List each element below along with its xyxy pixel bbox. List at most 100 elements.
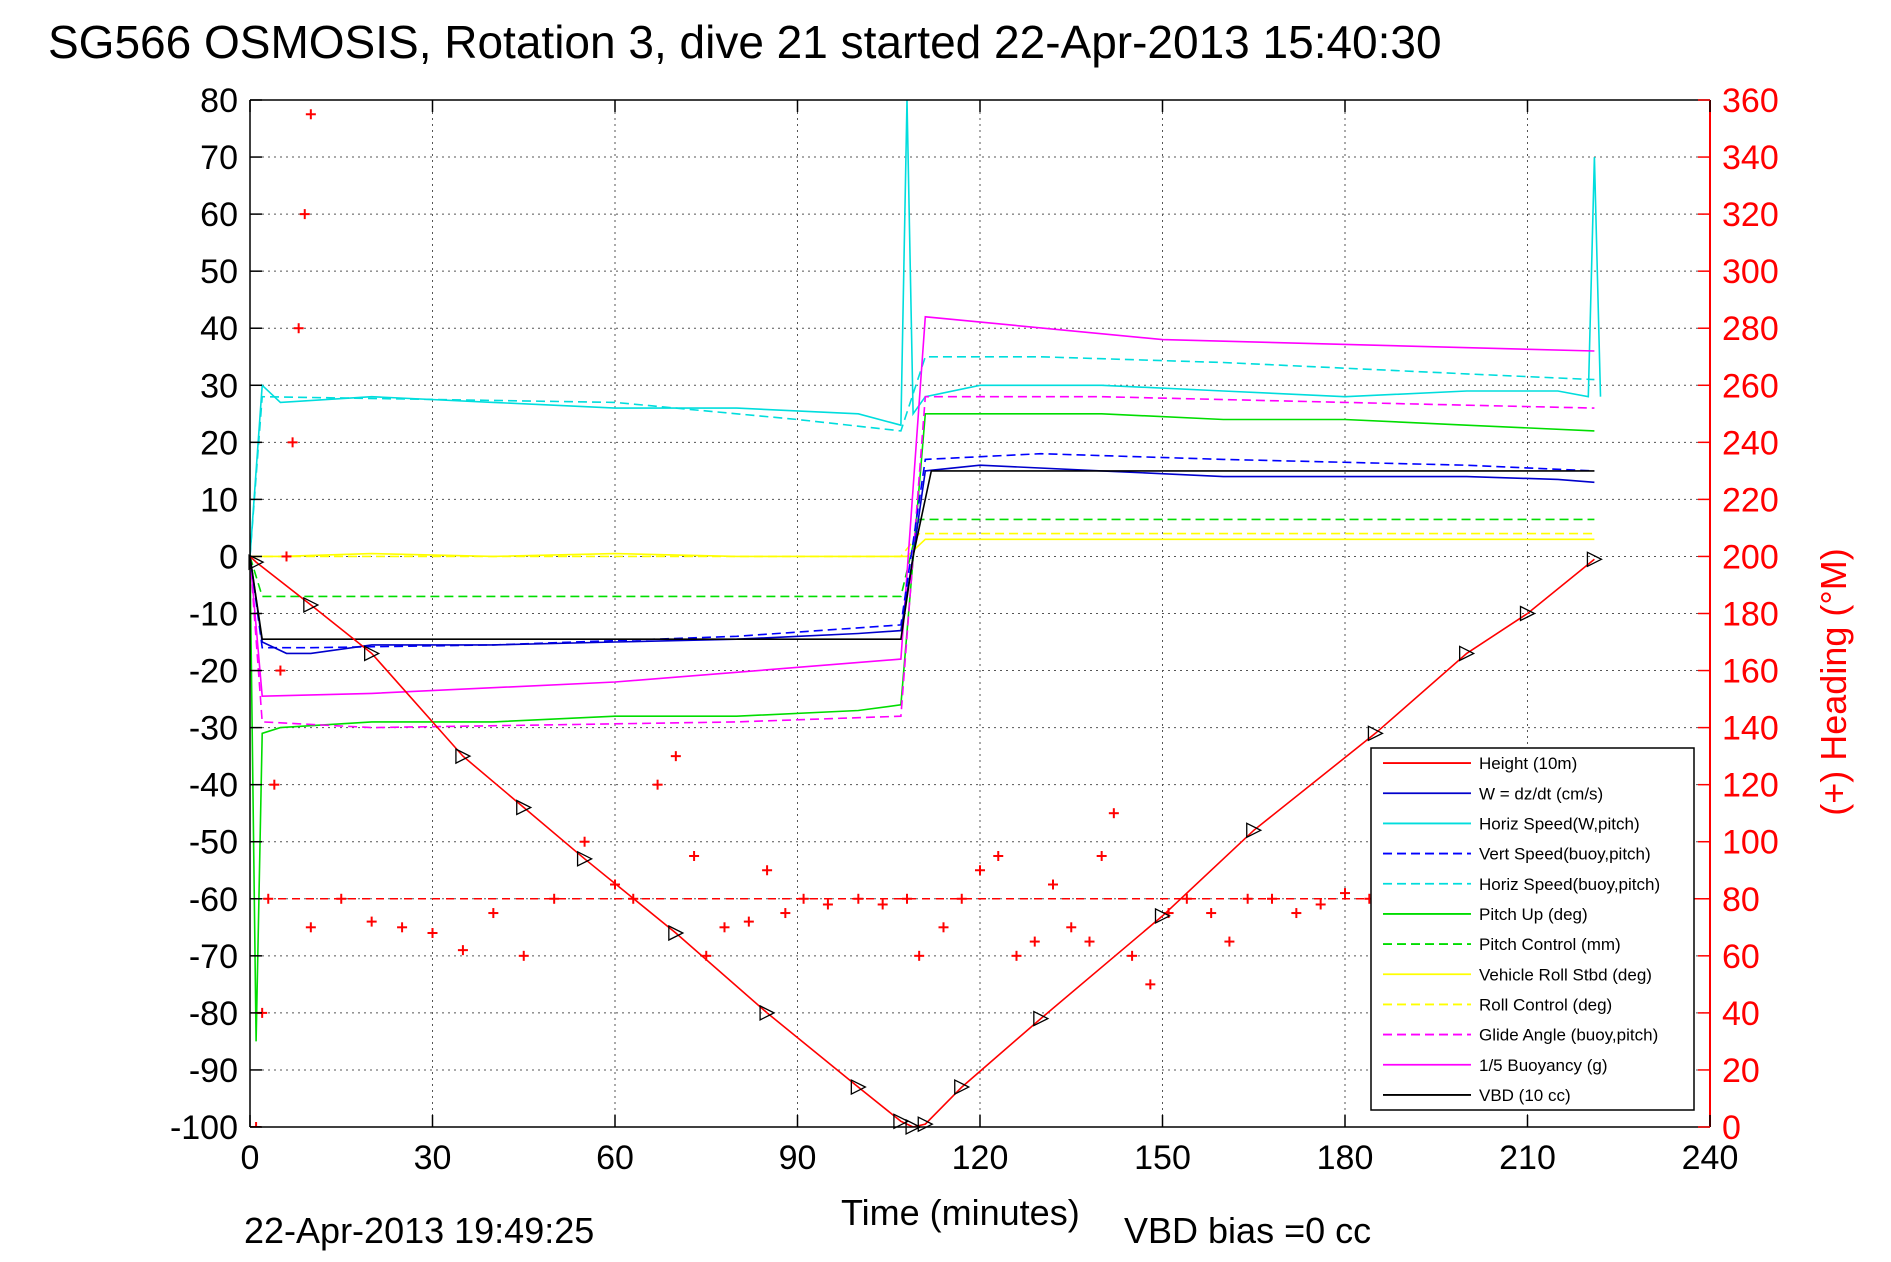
y-tick-label: -40 [189,767,238,805]
heading-marker [457,945,468,956]
y-right-tick-label: 60 [1722,938,1760,976]
heading-marker [1084,936,1095,947]
legend: Height (10m) W = dz/dt (cm/s) Horiz Speed(… [1370,747,1695,1111]
series-line-11 [250,470,1595,641]
y-right-tick-label: 180 [1722,596,1779,634]
x-tick-label: 60 [596,1139,634,1177]
height-marker [303,596,320,613]
heading-marker [610,879,620,890]
y-tick-label: -30 [189,710,238,748]
heading-marker [518,950,529,961]
legend-label: W = dz/dt (cm/s) [1479,784,1603,803]
legend-label: Roll Control (deg) [1479,995,1612,1014]
height-marker [1519,605,1536,622]
y-tick-label: -50 [189,824,238,862]
height-marker [1033,1010,1050,1027]
y-right-tick-label: 120 [1722,767,1779,805]
x-tick-label: 150 [1134,1139,1191,1177]
legend-label: Height (10m) [1479,754,1577,773]
heading-marker [877,899,888,910]
heading-marker [798,893,809,904]
y-right-tick-label: 280 [1722,310,1779,348]
y-right-tick-label: 20 [1722,1052,1760,1090]
heading-marker [263,893,274,904]
height-marker [893,1113,910,1130]
heading-marker [938,922,949,933]
height-marker [1246,822,1263,839]
heading-marker [780,908,791,919]
y-tick-label: 60 [200,196,238,234]
heading-marker [488,908,499,919]
height-marker [1459,645,1476,662]
heading-marker [1224,936,1235,947]
y-tick-label: 0 [219,538,238,576]
legend-label: Horiz Speed(W,pitch) [1479,814,1640,833]
legend-label: Vert Speed(buoy,pitch) [1479,845,1651,864]
y-tick-label: -70 [189,938,238,976]
y-right-tick-label: 200 [1722,538,1779,576]
heading-marker [579,836,590,847]
heading-marker [701,950,712,961]
series-layer [250,100,1602,1127]
markers-layer [248,551,1603,1136]
x-tick-label: 240 [1682,1139,1739,1177]
y-tick-label: 70 [200,139,238,177]
heading-marker [1242,893,1253,904]
heading-layer [250,109,1710,1127]
height-marker [364,645,381,662]
x-tick-label: 90 [779,1139,817,1177]
heading-marker [1127,950,1138,961]
heading-marker [1011,950,1022,961]
height-marker [1154,907,1171,924]
y-right-tick-label: 260 [1722,367,1779,405]
y-tick-label: -60 [189,881,238,919]
heading-marker [993,850,1004,861]
x-axis-label: Time (minutes) [841,1192,1080,1233]
heading-marker [743,916,754,927]
heading-marker [689,850,700,861]
x-tick-label: 180 [1317,1139,1374,1177]
ticks: 0 30 60 90 120 150 180 210 24080706050403020100-… [170,82,1779,1177]
y-right-tick-label: 320 [1722,196,1779,234]
heading-marker [762,865,773,876]
y-right-tick-label: 300 [1722,253,1779,291]
y-tick-label: 30 [200,367,238,405]
heading-marker [305,109,316,120]
legend-label: Glide Angle (buoy,pitch) [1479,1026,1658,1045]
y-tick-label: 20 [200,424,238,462]
heading-marker [305,922,316,933]
x-tick-label: 120 [952,1139,1009,1177]
heading-marker [281,551,292,562]
height-marker [954,1079,971,1096]
y-right-tick-label: 240 [1722,424,1779,462]
legend-label: Pitch Up (deg) [1479,905,1588,924]
heading-marker [269,779,280,790]
y-right-tick-label: 140 [1722,710,1779,748]
heading-marker [1267,893,1277,904]
heading-marker [299,209,310,220]
height-marker [759,1004,776,1021]
y-right-tick-label: 40 [1722,995,1760,1033]
heading-marker [427,928,438,939]
heading-marker [1181,893,1192,904]
y-right-tick-label: 160 [1722,653,1779,691]
y-tick-label: 10 [200,481,238,519]
x-tick-label: 0 [241,1139,260,1177]
y-tick-label: -90 [189,1052,238,1090]
footer-vbd-bias: VBD bias =0 cc [1124,1210,1371,1251]
heading-marker [275,665,286,676]
height-marker [668,924,685,942]
heading-marker [1340,888,1350,899]
y-right-tick-label: 0 [1722,1109,1741,1147]
heading-marker [293,323,304,334]
height-marker [455,748,472,765]
y-right-tick-label: 80 [1722,881,1760,919]
heading-marker [336,893,347,904]
legend-box [1370,747,1695,1111]
height-marker [1367,725,1384,742]
heading-marker [549,893,560,904]
series-line-9 [250,395,1595,729]
heading-marker [1066,922,1077,933]
heading-marker [628,893,639,904]
